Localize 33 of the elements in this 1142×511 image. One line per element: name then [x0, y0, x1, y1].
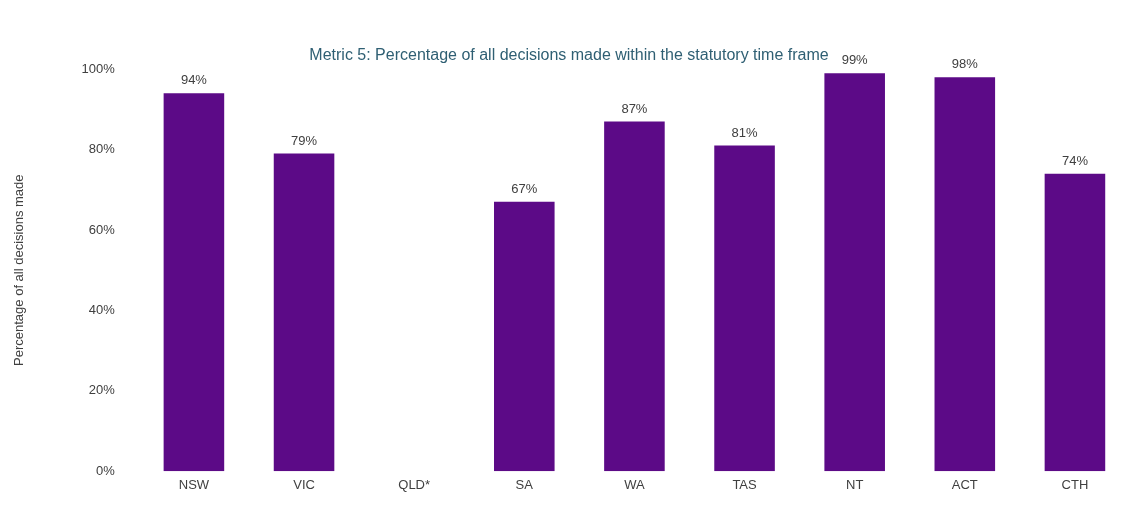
chart-title: Metric 5: Percentage of all decisions made within the statutory time frame [309, 46, 829, 64]
x-tick-label: WA [624, 476, 645, 492]
y-tick-label: 40% [88, 301, 116, 317]
y-axis-title: Percentage of all decisions made [11, 174, 27, 366]
bar [604, 121, 665, 472]
bar [163, 93, 225, 472]
x-tick-label: TAS [732, 476, 758, 492]
y-tick-label: 20% [88, 382, 116, 398]
bar [934, 77, 996, 472]
x-tick-label: SA [515, 476, 534, 492]
x-tick-label: NT [846, 476, 864, 492]
data-label: 81% [731, 124, 758, 140]
y-tick-label: 0% [96, 462, 116, 478]
data-label: 99% [841, 52, 869, 68]
bar [714, 145, 775, 472]
x-tick-label: ACT [951, 476, 978, 492]
data-label: 74% [1061, 152, 1089, 168]
x-tick-label: QLD* [398, 476, 431, 492]
bar [494, 201, 555, 472]
x-tick-label: NSW [178, 476, 210, 492]
y-tick-label: 100% [81, 60, 116, 76]
data-label: 98% [951, 56, 979, 72]
data-label: 94% [180, 72, 208, 88]
bar [273, 153, 335, 472]
bar [824, 73, 885, 472]
x-tick-label: VIC [293, 476, 315, 492]
data-label: 87% [621, 100, 648, 116]
y-tick-label: 60% [88, 221, 116, 237]
y-tick-label: 80% [88, 141, 116, 157]
data-label: 79% [291, 132, 318, 148]
bar [1044, 173, 1106, 472]
x-tick-label: CTH [1061, 476, 1089, 492]
data-label: 67% [511, 180, 538, 196]
